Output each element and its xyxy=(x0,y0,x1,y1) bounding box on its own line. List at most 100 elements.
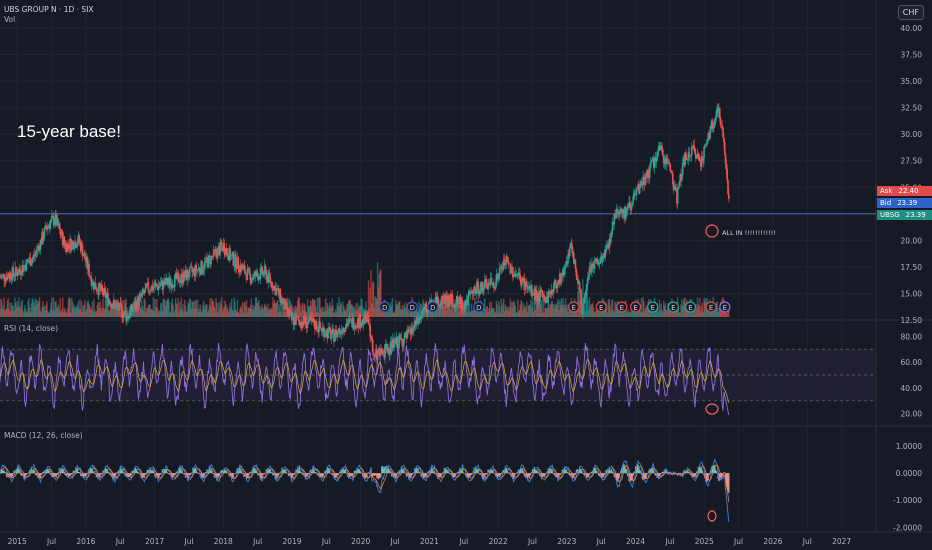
candle-body xyxy=(618,211,620,215)
symbol-header[interactable]: UBS GROUP N · 1D · SIX xyxy=(4,5,94,14)
volume-bar xyxy=(296,306,298,317)
volume-bar xyxy=(320,309,323,317)
volume-bar xyxy=(155,299,158,317)
volume-bar xyxy=(727,311,729,317)
volume-bar xyxy=(555,304,558,317)
macd-histogram-bar xyxy=(212,473,214,474)
currency-button[interactable]: CHF xyxy=(897,5,924,20)
macd-histogram-bar xyxy=(648,470,650,474)
volume-bar xyxy=(540,304,542,317)
macd-histogram-bar xyxy=(155,473,158,476)
candle-body xyxy=(367,315,370,324)
volume-bar xyxy=(169,311,172,317)
volume-bar xyxy=(271,309,273,317)
volume-bar xyxy=(263,303,266,317)
macd-histogram-bar xyxy=(418,471,421,474)
candle-body xyxy=(304,322,306,325)
macd-histogram-bar xyxy=(311,469,314,474)
volume-bar xyxy=(167,298,169,317)
candle-body xyxy=(394,340,397,345)
candle-body xyxy=(183,271,185,282)
candle-body xyxy=(202,270,205,272)
volume-bar xyxy=(605,302,607,317)
volume-bar xyxy=(488,308,490,317)
candle-body xyxy=(727,180,729,195)
volume-bar xyxy=(399,301,401,317)
volume-bar xyxy=(149,304,151,317)
volume-bar xyxy=(639,311,642,317)
macd-histogram-bar xyxy=(646,473,648,475)
macd-histogram-bar xyxy=(301,472,303,474)
time-tick-label: 2022 xyxy=(489,537,508,546)
volume-bar xyxy=(499,312,502,317)
macd-histogram-bar xyxy=(263,473,266,475)
volume-bar xyxy=(632,311,634,317)
candle-body xyxy=(173,274,176,288)
candle-body xyxy=(134,302,137,309)
macd-histogram-bar xyxy=(471,473,474,474)
macd-histogram-bar xyxy=(626,473,629,476)
volume-bar xyxy=(551,301,554,317)
volume-bar xyxy=(262,308,264,317)
macd-histogram-bar xyxy=(623,464,625,474)
volume-bar xyxy=(557,298,559,317)
candle-body xyxy=(460,297,462,308)
volume-bar xyxy=(359,305,361,317)
macd-histogram-bar xyxy=(92,472,94,474)
macd-histogram-bar xyxy=(561,469,563,474)
macd-histogram-bar xyxy=(19,470,21,474)
volume-bar xyxy=(483,307,485,317)
price-axis: 40.0037.5035.0032.5030.0027.5025.0022.50… xyxy=(893,24,922,532)
macd-histogram-bar xyxy=(408,473,410,480)
candle-body xyxy=(697,153,700,156)
volume-bar xyxy=(658,299,661,317)
macd-histogram-bar xyxy=(181,470,183,474)
macd-histogram-bar xyxy=(230,473,233,479)
candle-body xyxy=(132,307,135,310)
macd-histogram-bar xyxy=(348,473,351,477)
candle-body xyxy=(96,290,99,292)
candle-body xyxy=(310,317,313,321)
volume-label[interactable]: Vol xyxy=(4,15,16,24)
candle-body xyxy=(178,282,181,283)
macd-title[interactable]: MACD (12, 26, close) xyxy=(4,431,83,440)
time-tick-label: 2015 xyxy=(8,537,27,546)
candle-body xyxy=(588,267,591,276)
macd-histogram-bar xyxy=(472,471,474,474)
candle-body xyxy=(627,204,630,207)
rsi-title[interactable]: RSI (14, close) xyxy=(4,324,59,333)
macd-histogram-bar xyxy=(252,467,254,474)
candle-body xyxy=(474,292,477,294)
candle-body xyxy=(447,295,450,307)
macd-histogram-bar xyxy=(612,473,615,474)
volume-bar xyxy=(629,311,631,317)
volume-bar xyxy=(525,308,527,317)
price-tick-label: 32.50 xyxy=(901,104,923,113)
volume-bar xyxy=(235,311,238,317)
event-marker: E xyxy=(595,301,607,313)
macd-histogram-bar xyxy=(216,473,218,479)
volume-bar xyxy=(510,301,512,317)
volume-bar xyxy=(562,297,564,317)
macd-histogram-bar xyxy=(630,473,632,481)
volume-bar xyxy=(55,301,57,317)
time-tick-label: Jul xyxy=(183,537,193,546)
volume-bar xyxy=(524,305,526,317)
candle-body xyxy=(79,241,81,242)
volume-bar xyxy=(75,306,78,317)
volume-bar xyxy=(80,309,82,317)
candle-body xyxy=(124,311,127,313)
candle-body xyxy=(221,246,224,251)
candle-body xyxy=(502,259,505,270)
price-candles[interactable] xyxy=(0,103,730,365)
macd-histogram-bar xyxy=(432,469,434,474)
candle-body xyxy=(232,252,235,266)
volume-bar xyxy=(465,309,467,317)
candle-body xyxy=(211,255,213,257)
candle-body xyxy=(404,332,407,334)
macd-histogram-bar xyxy=(653,470,655,474)
macd-histogram-bar xyxy=(552,473,554,474)
macd-histogram-bar xyxy=(52,473,55,478)
macd-histogram-bar xyxy=(389,470,391,474)
